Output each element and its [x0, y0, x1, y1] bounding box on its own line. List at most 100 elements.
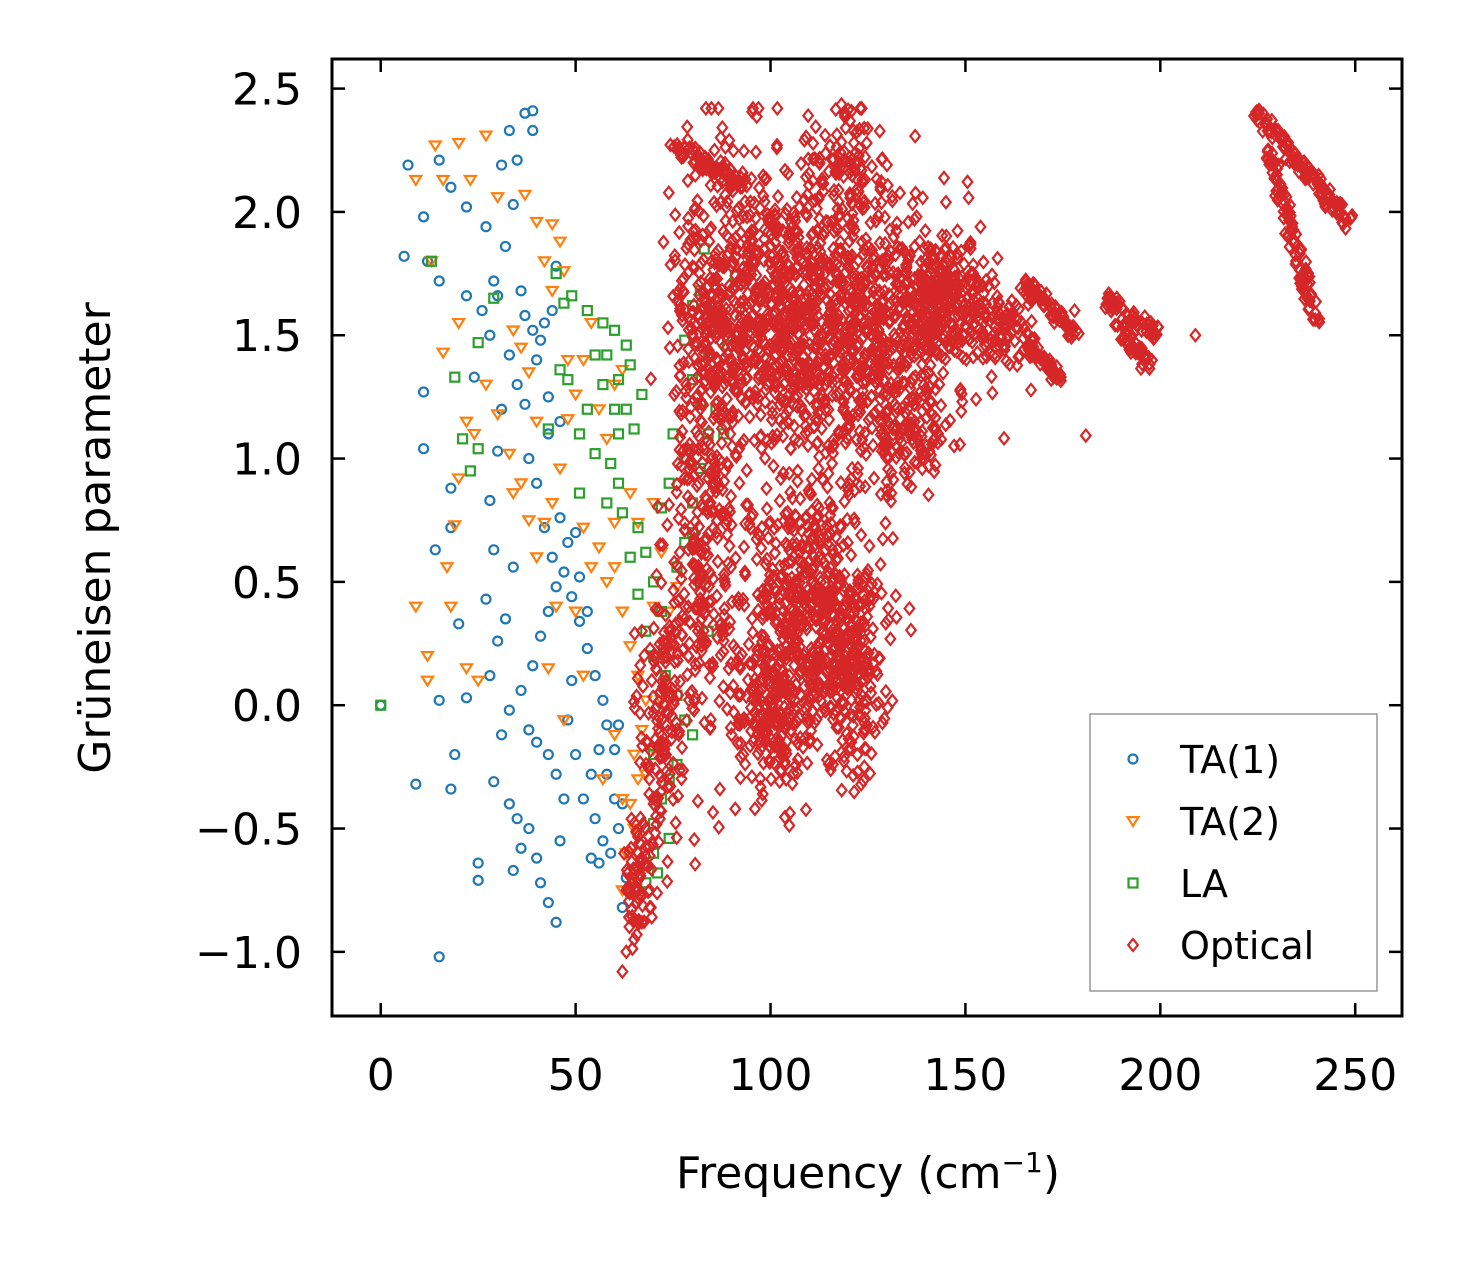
data-point [830, 552, 843, 568]
data-point [633, 754, 647, 771]
data-point [710, 271, 724, 287]
data-point [638, 695, 654, 708]
data-point [797, 590, 810, 606]
data-point [886, 188, 899, 205]
data-point [803, 713, 817, 729]
plot-frame [330, 57, 1404, 1018]
data-point [1285, 218, 1299, 235]
data-point [898, 375, 911, 391]
legend-marker [1125, 816, 1141, 829]
legend: TA(1) TA(2) LA Optical [1089, 713, 1378, 992]
data-point [958, 317, 972, 333]
data-point [778, 162, 792, 179]
data-point [1025, 313, 1038, 330]
data-point [674, 300, 687, 317]
data-point [654, 803, 668, 819]
data-point [783, 642, 796, 659]
data-point [1123, 341, 1136, 358]
data-point [521, 515, 537, 528]
data-point [784, 441, 797, 457]
data-point [1288, 233, 1302, 250]
data-point [456, 433, 469, 445]
data-point [819, 444, 833, 461]
data-point [833, 640, 847, 656]
data-point [935, 313, 949, 330]
data-point [908, 297, 921, 313]
data-point [766, 666, 780, 682]
data-point [843, 233, 856, 249]
data-point [754, 741, 767, 757]
data-point [719, 577, 732, 594]
data-point [706, 304, 720, 321]
data-point [806, 225, 820, 241]
data-point [661, 517, 674, 533]
data-point [757, 697, 771, 714]
data-point [630, 688, 643, 704]
data-point [854, 527, 868, 543]
data-point [666, 689, 679, 705]
data-point [670, 721, 684, 738]
data-point [684, 232, 697, 248]
data-point [769, 665, 782, 682]
data-point [554, 835, 566, 847]
data-point [746, 232, 759, 249]
y-tick-label: 2.5 [232, 65, 302, 116]
data-point [683, 635, 696, 652]
data-point [773, 493, 787, 509]
data-point [1009, 319, 1023, 336]
data-point [901, 476, 914, 492]
data-point [711, 530, 724, 546]
data-point [860, 135, 873, 151]
data-point [653, 742, 667, 758]
data-point [790, 250, 804, 266]
data-point [858, 199, 871, 216]
data-point [710, 524, 723, 541]
data-point [1044, 371, 1058, 388]
data-point [907, 391, 920, 408]
data-point [624, 551, 636, 563]
data-point [740, 462, 753, 479]
data-point [784, 313, 797, 330]
data-point [886, 530, 900, 547]
data-point [748, 348, 762, 365]
data-point [839, 321, 852, 338]
data-point [890, 609, 903, 626]
data-point [933, 376, 946, 393]
data-point [827, 627, 840, 643]
data-point [715, 621, 728, 637]
data-point [791, 764, 804, 781]
data-point [460, 201, 473, 213]
data-point [544, 285, 560, 298]
data-point [678, 598, 691, 615]
data-point [767, 458, 780, 474]
data-point [643, 757, 656, 774]
data-point [1072, 325, 1085, 342]
data-point [969, 391, 983, 408]
data-point [633, 865, 647, 882]
data-point [713, 501, 726, 518]
data-point [702, 424, 716, 440]
data-point [635, 623, 649, 639]
data-point [857, 294, 870, 310]
data-point [879, 615, 893, 631]
data-point [721, 346, 735, 363]
data-point [676, 312, 689, 329]
data-point [851, 676, 864, 693]
data-point [657, 234, 670, 250]
data-point [694, 591, 707, 607]
data-point [634, 657, 647, 674]
data-point [708, 142, 721, 158]
data-point [676, 608, 689, 624]
data-point [990, 299, 1004, 316]
data-point [752, 180, 766, 196]
ticks-layer: 0 50 100 150 200 250 −1.0 −0.5 0.0 0.5 1.0 1.5 2.0 2.… [195, 59, 1402, 1101]
data-point [755, 590, 768, 606]
data-point [881, 461, 895, 477]
data-point [826, 581, 840, 598]
data-point [689, 167, 702, 184]
data-point [900, 308, 914, 325]
data-point [997, 430, 1011, 447]
data-point [1294, 242, 1307, 259]
data-point [766, 428, 779, 445]
data-point [780, 683, 794, 699]
